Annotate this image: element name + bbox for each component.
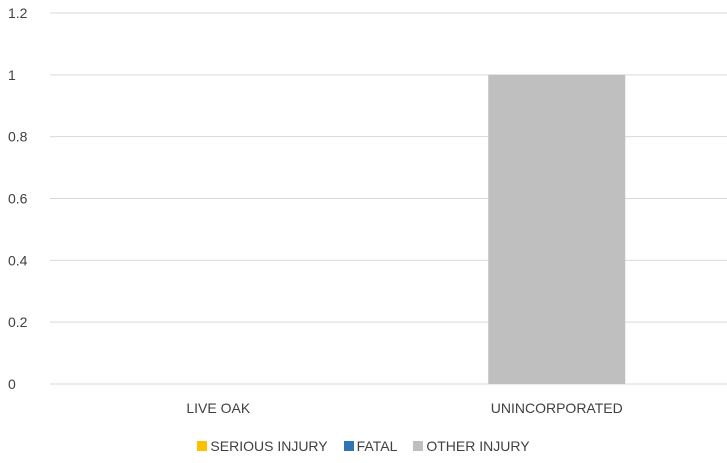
- y-tick-label: 0.4: [8, 252, 28, 268]
- y-tick-label: 1: [8, 67, 16, 83]
- legend-label-fatal: FATAL: [356, 438, 398, 454]
- legend-item-serious-injury[interactable]: SERIOUS INJURY: [197, 438, 328, 454]
- gridlines: [50, 12, 727, 385]
- y-tick-label: 0.6: [8, 191, 28, 207]
- y-tick-label: 0: [8, 376, 16, 392]
- legend-swatch-fatal: [343, 441, 354, 451]
- x-tick-label: UNINCORPORATED: [491, 400, 623, 416]
- y-axis-tick-labels: 0 0.2 0.4 0.6 0.8 1 1.2: [8, 5, 28, 392]
- legend-swatch-other-injury: [413, 441, 424, 451]
- y-tick-label: 0.8: [8, 129, 28, 145]
- bars: [488, 74, 626, 384]
- legend-item-other-injury[interactable]: OTHER INJURY: [413, 438, 530, 454]
- x-axis-tick-labels: LIVE OAK UNINCORPORATED: [186, 400, 622, 416]
- legend-label-serious-injury: SERIOUS INJURY: [210, 438, 328, 454]
- y-tick-label: 1.2: [8, 5, 28, 21]
- bar-other-injury-unincorporated[interactable]: [488, 74, 626, 384]
- legend-swatch-serious-injury: [197, 441, 208, 451]
- legend-item-fatal[interactable]: FATAL: [343, 438, 398, 454]
- x-tick-label: LIVE OAK: [186, 400, 250, 416]
- legend: SERIOUS INJURY FATAL OTHER INJURY: [0, 438, 727, 454]
- y-tick-label: 0.2: [8, 314, 28, 330]
- legend-label-other-injury: OTHER INJURY: [426, 438, 530, 454]
